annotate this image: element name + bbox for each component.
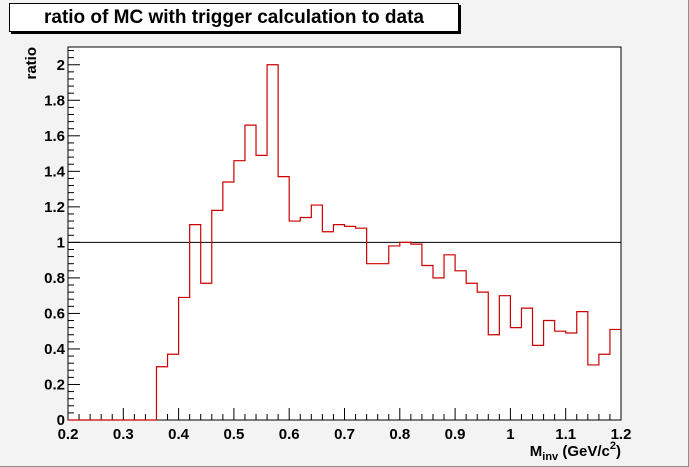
x-axis-title-subscript: inv bbox=[542, 451, 559, 463]
y-tick-labels: 0 0.2 0.4 0.6 0.8 1 1.2 1.4 1.6 1.8 2 bbox=[44, 57, 66, 429]
y-tick-label: 1.6 bbox=[44, 128, 65, 145]
x-tick-label: 0.9 bbox=[445, 426, 466, 443]
y-tick-label: 0.2 bbox=[44, 376, 65, 393]
y-tick-label: 1 bbox=[57, 234, 65, 251]
chart-title-box: ratio of MC with trigger calculation to … bbox=[9, 3, 459, 32]
x-tick-label: 0.4 bbox=[168, 426, 190, 443]
y-axis-title: ratio bbox=[23, 47, 40, 80]
y-tick-label: 0.4 bbox=[44, 341, 66, 358]
y-tick-label: 1.4 bbox=[44, 163, 66, 180]
chart-title: ratio of MC with trigger calculation to … bbox=[43, 6, 425, 28]
x-axis-title-unit: (GeV/c bbox=[558, 443, 610, 460]
x-tick-label: 0.8 bbox=[389, 426, 410, 443]
axis-ticks bbox=[67, 50, 622, 421]
y-tick-label: 1.8 bbox=[44, 92, 65, 109]
x-tick-label: 0.6 bbox=[279, 426, 300, 443]
x-tick-label: 0.2 bbox=[58, 426, 79, 443]
x-tick-label: 0.3 bbox=[113, 426, 134, 443]
x-tick-labels: 0.2 0.3 0.4 0.5 0.6 0.7 0.8 0.9 1 1.1 1.2 bbox=[58, 426, 632, 443]
y-tick-label: 0.6 bbox=[44, 305, 65, 322]
y-tick-label: 1.2 bbox=[44, 199, 65, 216]
x-axis-title-main: M bbox=[530, 443, 543, 460]
x-axis-title: Minv (GeV/c2) bbox=[530, 440, 621, 463]
x-tick-label: 0.5 bbox=[223, 426, 244, 443]
x-tick-label: 1.2 bbox=[611, 426, 632, 443]
x-tick-label: 1.1 bbox=[555, 426, 576, 443]
x-axis-title-superscript: 2 bbox=[610, 440, 616, 452]
y-tick-label: 2 bbox=[57, 57, 65, 74]
y-tick-label: 0.8 bbox=[44, 270, 65, 287]
x-tick-label: 1 bbox=[506, 426, 514, 443]
x-axis-title-close: ) bbox=[616, 443, 621, 460]
ratio-histogram bbox=[68, 64, 621, 421]
y-tick-label: 0 bbox=[57, 412, 65, 429]
plot-frame bbox=[67, 46, 622, 421]
x-tick-label: 0.7 bbox=[334, 426, 355, 443]
